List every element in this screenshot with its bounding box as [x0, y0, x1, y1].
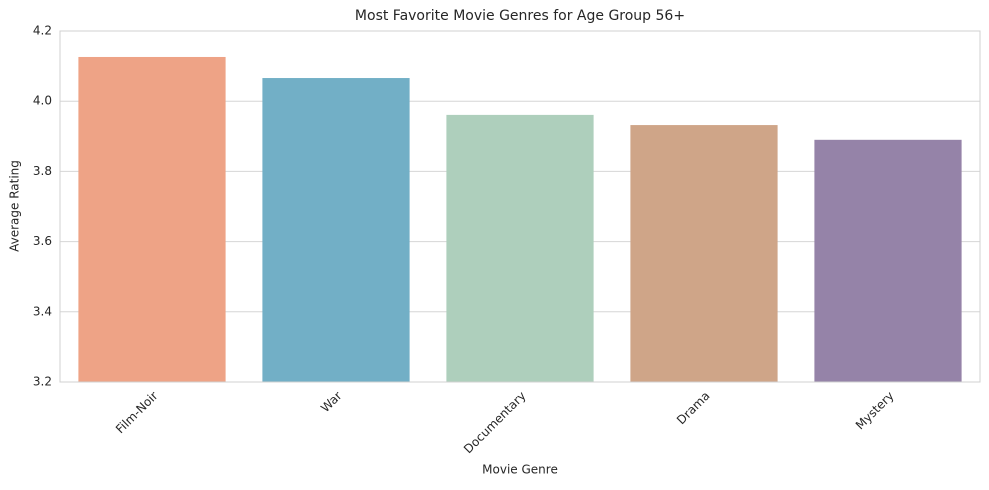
y-tick-label: 3.8 — [33, 164, 52, 178]
bar — [78, 56, 226, 382]
chart-title: Most Favorite Movie Genres for Age Group… — [355, 8, 685, 24]
bar — [446, 114, 594, 382]
y-axis-label: Average Rating — [8, 160, 22, 252]
x-axis-label: Movie Genre — [482, 463, 558, 477]
y-tick-label: 3.4 — [33, 304, 52, 318]
y-tick-label: 4.2 — [33, 24, 52, 38]
bar — [814, 139, 962, 382]
plot-frame — [59, 30, 981, 383]
y-tick-label: 4.0 — [33, 94, 52, 108]
y-tick-label: 3.6 — [33, 234, 52, 248]
bar — [262, 78, 410, 382]
y-tick-label: 3.2 — [33, 375, 52, 389]
bar — [630, 125, 778, 383]
